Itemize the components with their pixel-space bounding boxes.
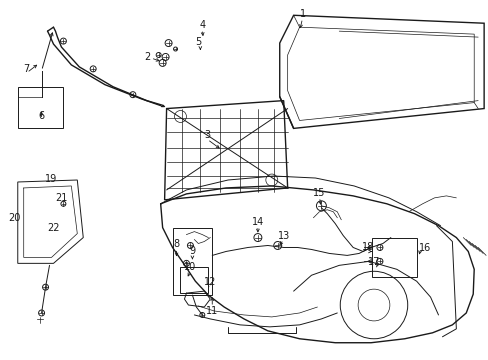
Text: 5: 5	[195, 37, 201, 47]
Text: 15: 15	[313, 188, 325, 198]
Text: 1: 1	[299, 9, 305, 19]
Text: 8: 8	[173, 239, 179, 249]
Text: 9: 9	[189, 247, 195, 256]
Text: 13: 13	[277, 230, 289, 240]
Text: 22: 22	[47, 222, 60, 233]
Text: 18: 18	[361, 243, 373, 252]
Text: 10: 10	[184, 262, 196, 272]
Text: 17: 17	[367, 257, 379, 267]
Text: 11: 11	[206, 306, 218, 316]
Text: 16: 16	[418, 243, 430, 253]
Text: 14: 14	[251, 217, 264, 227]
Text: 2: 2	[144, 52, 151, 62]
Text: 6: 6	[39, 111, 44, 121]
Text: 12: 12	[203, 277, 216, 287]
Text: 20: 20	[9, 213, 21, 223]
Text: 3: 3	[204, 130, 210, 140]
Text: 19: 19	[45, 174, 58, 184]
Text: 4: 4	[199, 20, 205, 30]
Text: 21: 21	[55, 193, 67, 203]
Text: 7: 7	[23, 64, 30, 74]
